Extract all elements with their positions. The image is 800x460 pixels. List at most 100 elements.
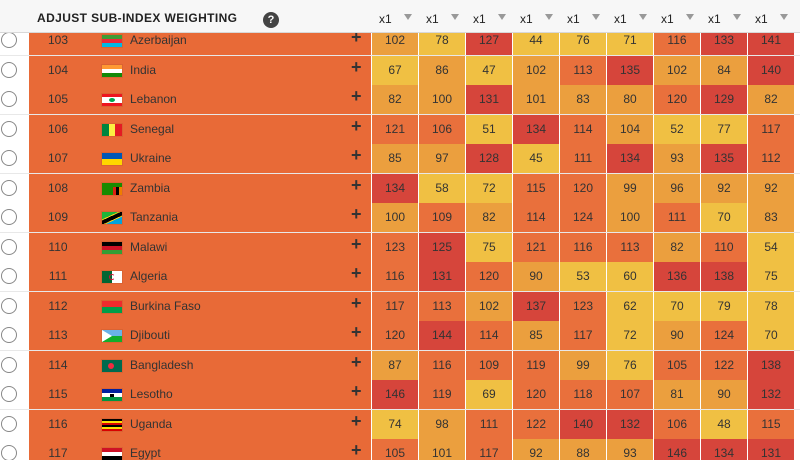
expand-plus-icon[interactable]: +: [351, 145, 362, 165]
azerbaijan-flag-icon: [102, 35, 122, 47]
sub-index-value: 100: [606, 203, 653, 232]
caret-down-icon[interactable]: [498, 14, 506, 20]
sub-index-value: 92: [512, 439, 559, 460]
sub-index-value: 72: [606, 321, 653, 350]
expand-plus-icon[interactable]: +: [351, 174, 362, 195]
sub-index-value: 124: [559, 203, 606, 232]
weight-selector-2[interactable]: x1: [418, 0, 465, 32]
table-row[interactable]: 105 Lebanon +82 100 131 101 83 80 120 129 82: [0, 85, 800, 115]
sub-index-value: 62: [606, 291, 653, 321]
sub-index-value: 82: [747, 85, 794, 114]
table-row[interactable]: 115 Lesotho +146 119 69 120 118 107 81 90 132: [0, 380, 800, 410]
weight-selector-9[interactable]: x1: [747, 0, 794, 32]
country-cell: 104 India +: [29, 55, 371, 85]
uganda-flag-icon: [102, 418, 122, 431]
row-select-radio[interactable]: [1, 150, 17, 166]
table-row[interactable]: 109 Tanzania +100 109 82 114 124 100 111 70 83: [0, 203, 800, 233]
table-row[interactable]: 112 Burkina Faso +117 113 102 137 123 62 70 79 78: [0, 291, 800, 322]
expand-plus-icon[interactable]: +: [351, 381, 362, 401]
expand-plus-icon[interactable]: +: [351, 115, 362, 136]
table-row[interactable]: 110 Malawi +123 125 75 121 116 113 82 110 54: [0, 232, 800, 263]
sub-index-value: 109: [418, 203, 465, 232]
row-select-radio[interactable]: [1, 209, 17, 225]
table-row[interactable]: 117 Egypt +105 101 117 92 88 93 146 134 131: [0, 439, 800, 460]
country-cell: 114 Bangladesh +: [29, 350, 371, 380]
sub-index-value: 74: [371, 409, 418, 439]
expand-plus-icon[interactable]: +: [351, 322, 362, 342]
sub-index-value: 54: [747, 232, 794, 262]
row-select-radio[interactable]: [1, 32, 17, 48]
caret-down-icon[interactable]: [404, 14, 412, 20]
tanzania-flag-icon: [102, 212, 122, 224]
caret-down-icon[interactable]: [780, 14, 788, 20]
sub-index-value: 134: [700, 439, 747, 460]
weight-selector-7[interactable]: x1: [653, 0, 700, 32]
expand-plus-icon[interactable]: +: [351, 351, 362, 372]
sub-index-value: 45: [512, 144, 559, 173]
caret-down-icon[interactable]: [639, 14, 647, 20]
row-select-radio[interactable]: [1, 120, 17, 137]
row-select-radio[interactable]: [1, 386, 17, 402]
sub-index-value: 114: [512, 203, 559, 232]
sub-index-value: 114: [559, 114, 606, 144]
sub-index-value: 138: [747, 350, 794, 380]
weight-selector-4[interactable]: x1: [512, 0, 559, 32]
row-select-radio[interactable]: [1, 415, 17, 432]
row-select-radio[interactable]: [1, 91, 17, 107]
sub-index-value: 120: [512, 380, 559, 409]
sub-index-value: 119: [418, 380, 465, 409]
table-row[interactable]: 107 Ukraine +85 97 128 45 111 134 93 135 112: [0, 144, 800, 174]
help-icon[interactable]: ?: [263, 12, 279, 28]
expand-plus-icon[interactable]: +: [351, 56, 362, 77]
rank-value: 103: [47, 33, 69, 47]
expand-plus-icon[interactable]: +: [351, 86, 362, 106]
caret-down-icon[interactable]: [686, 14, 694, 20]
expand-plus-icon[interactable]: +: [351, 292, 362, 313]
rank-value: 113: [48, 328, 68, 342]
sub-index-value: 120: [559, 173, 606, 203]
sub-index-value: 140: [747, 55, 794, 85]
row-select-radio[interactable]: [1, 179, 17, 196]
table-row[interactable]: 104 India +67 86 47 102 113 135 102 84 140: [0, 55, 800, 86]
sub-index-value: 129: [700, 85, 747, 114]
table-row[interactable]: 114 Bangladesh +87 116 109 119 99 76 105 122 138: [0, 350, 800, 381]
row-select-radio[interactable]: [1, 356, 17, 373]
expand-plus-icon[interactable]: +: [351, 27, 362, 47]
row-select-radio[interactable]: [1, 61, 17, 78]
table-row[interactable]: 113 Djibouti +120 144 114 85 117 72 90 124 70: [0, 321, 800, 351]
weight-selector-1[interactable]: x1: [371, 0, 418, 32]
caret-down-icon[interactable]: [733, 14, 741, 20]
table-row[interactable]: 106 Senegal +121 106 51 134 114 104 52 77 117: [0, 114, 800, 145]
weight-selector-5[interactable]: x1: [559, 0, 606, 32]
table-body: 103 Azerbaijan +102 78 127 44 76 71 116 133 141 104…: [0, 26, 800, 460]
row-select-radio[interactable]: [1, 268, 17, 284]
expand-plus-icon[interactable]: +: [351, 204, 362, 224]
expand-plus-icon[interactable]: +: [351, 233, 362, 254]
country-name: Egypt: [130, 446, 161, 460]
weight-selector-8[interactable]: x1: [700, 0, 747, 32]
expand-plus-icon[interactable]: +: [351, 440, 362, 460]
rank-value: 112: [48, 298, 68, 313]
sub-index-value: 132: [606, 409, 653, 439]
table-row[interactable]: 116 Uganda +74 98 111 122 140 132 106 48 115: [0, 409, 800, 440]
weight-selector-6[interactable]: x1: [606, 0, 653, 32]
caret-down-icon[interactable]: [545, 14, 553, 20]
row-select-radio[interactable]: [1, 445, 17, 460]
expand-plus-icon[interactable]: +: [351, 263, 362, 283]
expand-plus-icon[interactable]: +: [351, 410, 362, 431]
row-select-radio[interactable]: [1, 327, 17, 343]
rank-value: 110: [48, 239, 68, 254]
row-select-radio[interactable]: [1, 297, 17, 314]
caret-down-icon[interactable]: [451, 14, 459, 20]
sub-index-value: 67: [371, 55, 418, 85]
row-select-radio[interactable]: [1, 238, 17, 255]
sub-index-value: 107: [606, 380, 653, 409]
caret-down-icon[interactable]: [592, 14, 600, 20]
sub-index-value: 121: [512, 232, 559, 262]
weight-selector-3[interactable]: x1: [465, 0, 512, 32]
table-row[interactable]: 111 Algeria +116 131 120 90 53 60 136 138 75: [0, 262, 800, 292]
sub-index-value: 134: [371, 173, 418, 203]
sub-index-value: 101: [418, 439, 465, 460]
table-row[interactable]: 108 Zambia +134 58 72 115 120 99 96 92 92: [0, 173, 800, 204]
